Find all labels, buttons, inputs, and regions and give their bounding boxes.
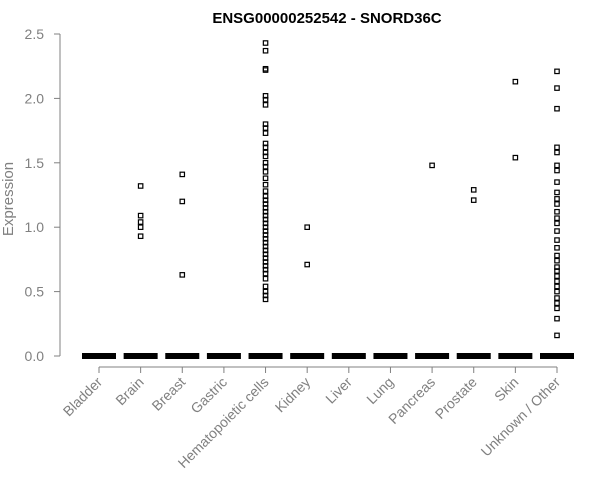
data-point xyxy=(554,162,560,169)
y-axis: 0.0 0.5 1.0 1.5 2.0 2.5 xyxy=(25,26,61,364)
data-point xyxy=(137,224,144,231)
y-tick-label: 1.5 xyxy=(25,155,45,171)
data-point xyxy=(512,78,519,85)
data-point xyxy=(262,144,269,151)
x-tick-label: Bladder xyxy=(60,374,106,420)
data-point xyxy=(554,332,560,339)
x-tick-label: Breast xyxy=(148,374,188,414)
data-point xyxy=(262,102,269,108)
zero-values-band xyxy=(248,353,283,359)
data-point xyxy=(262,163,269,170)
data-point xyxy=(304,261,310,268)
data-point xyxy=(179,171,186,178)
data-point xyxy=(554,215,560,221)
y-tick-label: 0.0 xyxy=(25,348,45,364)
data-point xyxy=(554,300,560,306)
data-point xyxy=(554,179,560,185)
x-tick-label: Lung xyxy=(363,374,396,407)
y-tick-label: 2.5 xyxy=(25,26,45,42)
data-point xyxy=(262,188,269,194)
data-point xyxy=(262,65,269,72)
data-point xyxy=(554,68,560,75)
y-axis-title: Expression xyxy=(0,162,17,236)
data-point xyxy=(554,196,560,202)
data-point xyxy=(554,201,560,207)
data-point xyxy=(179,198,186,205)
data-point xyxy=(554,105,560,112)
zero-values-band xyxy=(82,353,116,359)
data-point xyxy=(262,175,269,182)
data-point xyxy=(137,183,144,189)
data-point xyxy=(262,169,269,175)
y-tick-label: 0.5 xyxy=(25,284,45,300)
x-tick-label: Kidney xyxy=(272,374,314,416)
data-point xyxy=(554,189,560,196)
data-points xyxy=(82,40,574,359)
data-point xyxy=(262,153,269,160)
data-point xyxy=(554,228,560,234)
data-point xyxy=(554,273,560,279)
data-point xyxy=(262,275,269,282)
data-point xyxy=(554,237,560,243)
zero-values-band xyxy=(123,353,158,359)
data-point xyxy=(304,224,310,231)
data-point xyxy=(262,125,269,131)
data-point xyxy=(137,212,144,219)
y-tick-label: 2.0 xyxy=(25,90,45,106)
data-point xyxy=(262,47,269,54)
data-point xyxy=(554,305,560,312)
zero-values-band xyxy=(456,353,491,359)
data-point xyxy=(137,233,144,240)
x-tick-label: Liver xyxy=(322,374,355,407)
data-point xyxy=(554,315,560,322)
zero-values-band xyxy=(290,353,325,359)
data-point xyxy=(554,268,560,274)
zero-values-band xyxy=(498,353,533,359)
data-point xyxy=(262,296,269,303)
data-point xyxy=(554,245,560,251)
data-point xyxy=(262,181,269,188)
data-point xyxy=(554,283,560,290)
data-point xyxy=(554,252,560,259)
zero-values-band xyxy=(206,353,241,359)
zero-values-band xyxy=(331,353,366,359)
y-tick-label: 1.0 xyxy=(25,219,45,235)
data-point xyxy=(554,288,560,295)
data-point xyxy=(137,219,144,225)
zero-values-band xyxy=(415,353,450,359)
data-point xyxy=(554,208,560,215)
data-point xyxy=(429,162,435,169)
x-tick-label: Brain xyxy=(112,374,146,408)
data-point xyxy=(262,96,269,103)
x-tick-label: Prostate xyxy=(432,374,480,422)
x-tick-label: Skin xyxy=(491,374,522,405)
data-point xyxy=(554,295,560,301)
data-point xyxy=(262,270,269,277)
x-tick-label: Unknown / Other xyxy=(478,374,564,460)
data-point xyxy=(554,220,560,227)
data-point xyxy=(554,167,560,174)
data-point xyxy=(554,144,560,151)
data-point xyxy=(470,187,477,193)
zero-values-band xyxy=(540,353,574,359)
data-point xyxy=(512,154,519,161)
data-point xyxy=(262,67,269,73)
data-point xyxy=(470,197,477,203)
data-point xyxy=(262,130,269,136)
chart-title: ENSG00000252542 - SNORD36C xyxy=(212,10,441,27)
data-point xyxy=(554,257,560,264)
zero-values-band xyxy=(373,353,408,359)
data-point xyxy=(262,40,269,46)
data-point xyxy=(554,85,560,91)
data-point xyxy=(179,272,186,278)
data-point xyxy=(554,149,560,156)
data-point xyxy=(554,278,560,285)
zero-values-band xyxy=(165,353,200,359)
data-point xyxy=(262,283,269,290)
